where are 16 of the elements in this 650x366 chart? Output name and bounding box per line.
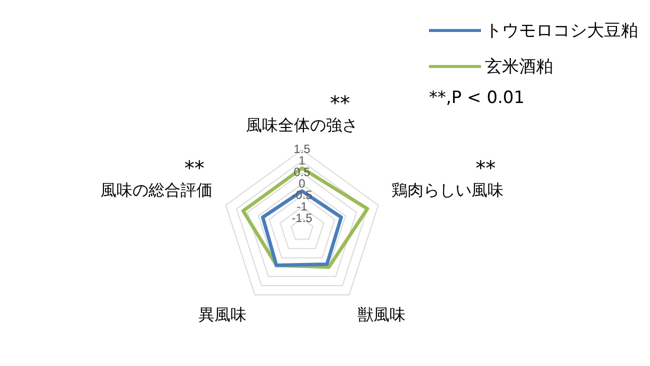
- y-tick-label: 1.5: [294, 142, 311, 156]
- spoke-label: 鶏肉らしい風味: [392, 180, 504, 200]
- text: **: [184, 156, 204, 180]
- legend-label: トウモロコシ大豆粕: [485, 20, 638, 42]
- text: **: [476, 156, 496, 180]
- y-tick-label: -1: [296, 199, 308, 214]
- text: **: [330, 90, 350, 115]
- spoke-label: 風味の総合評価: [100, 180, 212, 200]
- spoke-label: 異風味: [198, 304, 247, 324]
- text: **,P < 0.01: [429, 88, 526, 108]
- y-tick-label: 1: [298, 154, 306, 168]
- spoke-label: 獣風味: [357, 304, 406, 324]
- spoke-label: 風味全体の強さ: [246, 115, 358, 134]
- y-tick-label: -1.5: [292, 210, 313, 225]
- legend-label: 玄米酒粕: [485, 56, 553, 78]
- y-tick-label: 0: [298, 176, 306, 190]
